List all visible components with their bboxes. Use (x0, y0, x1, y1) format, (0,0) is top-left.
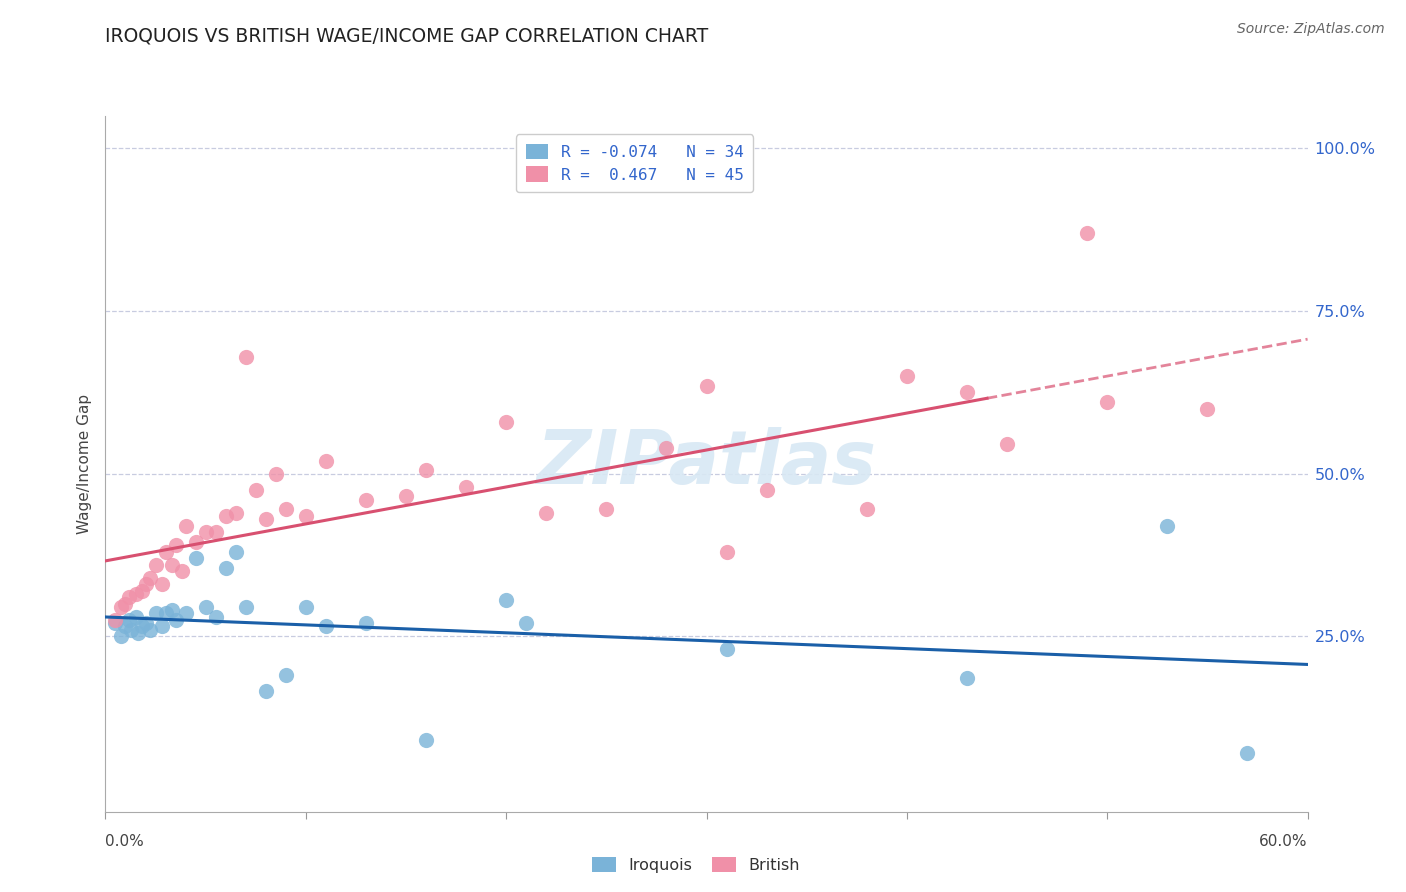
Point (104, 616, 127, 631)
Point (225, 506, 247, 520)
Point (235, 599, 257, 614)
Point (124, 609, 146, 624)
Point (515, 616, 537, 631)
Point (174, 518, 197, 533)
Point (495, 593, 517, 607)
Point (165, 613, 187, 627)
Point (118, 613, 141, 627)
Point (214, 561, 236, 575)
Point (1236, 746, 1258, 760)
Point (295, 599, 318, 614)
Point (855, 502, 877, 516)
Point (150, 577, 173, 591)
Point (110, 599, 132, 614)
Point (184, 534, 207, 549)
Point (135, 616, 157, 631)
Point (274, 668, 297, 682)
Point (174, 607, 197, 621)
Point (755, 483, 778, 497)
Text: Source: ZipAtlas.com: Source: ZipAtlas.com (1237, 22, 1385, 37)
Point (145, 558, 167, 572)
Point (110, 629, 132, 643)
Point (1076, 226, 1098, 240)
Point (495, 415, 517, 429)
Point (124, 587, 146, 601)
Legend: R = -0.074   N = 34, R =  0.467   N = 45: R = -0.074 N = 34, R = 0.467 N = 45 (516, 135, 754, 192)
Point (534, 506, 557, 520)
Point (155, 544, 177, 558)
Point (315, 619, 337, 633)
Point (1197, 401, 1219, 416)
Point (118, 590, 141, 604)
Point (194, 599, 217, 614)
Point (160, 558, 183, 572)
Point (245, 483, 267, 497)
Point (114, 597, 136, 611)
Point (138, 571, 160, 585)
Text: ZIPatlas: ZIPatlas (537, 427, 876, 500)
Point (138, 623, 160, 637)
Point (264, 467, 287, 481)
Point (225, 544, 247, 558)
Point (1097, 395, 1119, 409)
Point (716, 544, 738, 558)
Point (104, 613, 127, 627)
Point (235, 350, 257, 364)
Point (214, 508, 236, 523)
Point (655, 441, 678, 455)
Point (956, 672, 979, 686)
Point (696, 379, 718, 393)
Point (204, 609, 226, 624)
Point (956, 385, 979, 400)
Point (415, 463, 437, 477)
Point (131, 583, 153, 598)
Point (170, 564, 193, 578)
Point (184, 551, 207, 566)
Point (194, 525, 217, 540)
Point (131, 619, 153, 633)
Point (114, 619, 136, 633)
Legend: Iroquois, British: Iroquois, British (585, 851, 807, 880)
Point (995, 437, 1018, 451)
Point (254, 684, 277, 698)
Point (415, 733, 437, 747)
Point (354, 616, 377, 631)
Point (595, 502, 617, 516)
Point (121, 623, 143, 637)
Point (150, 619, 173, 633)
Point (1156, 518, 1178, 533)
Y-axis label: Wage/Income Gap: Wage/Income Gap (76, 393, 91, 534)
Text: IROQUOIS VS BRITISH WAGE/INCOME GAP CORRELATION CHART: IROQUOIS VS BRITISH WAGE/INCOME GAP CORR… (105, 27, 709, 45)
Point (127, 626, 149, 640)
Point (160, 603, 183, 617)
Point (155, 607, 177, 621)
Point (716, 642, 738, 657)
Point (354, 492, 377, 507)
Text: 60.0%: 60.0% (1260, 834, 1308, 849)
Point (204, 525, 226, 540)
Point (165, 538, 187, 552)
Point (254, 512, 277, 526)
Text: 0.0%: 0.0% (105, 834, 145, 849)
Point (315, 453, 337, 467)
Point (135, 577, 157, 591)
Point (145, 607, 167, 621)
Point (274, 502, 297, 516)
Point (395, 489, 418, 503)
Point (295, 508, 318, 523)
Point (896, 369, 918, 384)
Point (454, 480, 477, 494)
